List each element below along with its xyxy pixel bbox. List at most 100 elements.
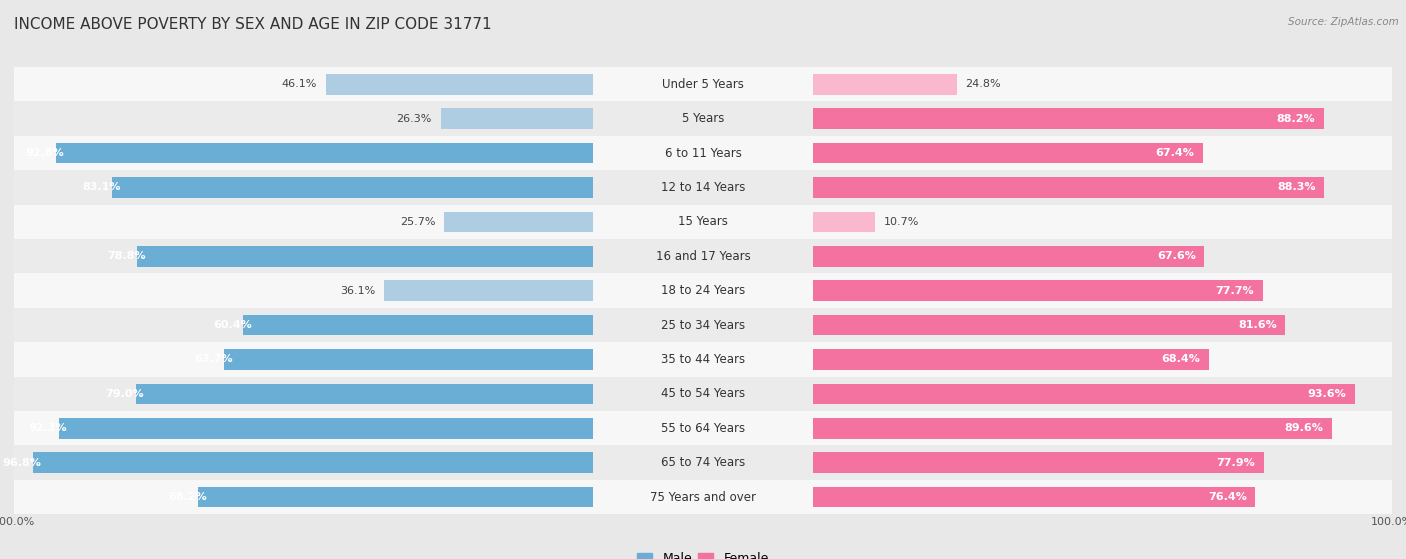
Text: Source: ZipAtlas.com: Source: ZipAtlas.com bbox=[1288, 17, 1399, 27]
Bar bbox=[32, 452, 593, 473]
Bar bbox=[14, 446, 593, 480]
Text: 24.8%: 24.8% bbox=[966, 79, 1001, 89]
Text: 60.4%: 60.4% bbox=[214, 320, 252, 330]
Bar bbox=[14, 377, 593, 411]
Bar bbox=[813, 377, 1392, 411]
Bar bbox=[593, 136, 813, 170]
Text: 25.7%: 25.7% bbox=[399, 217, 436, 227]
Text: 46.1%: 46.1% bbox=[283, 79, 318, 89]
Bar bbox=[813, 411, 1392, 446]
Bar bbox=[813, 67, 1392, 102]
Text: 93.6%: 93.6% bbox=[1308, 389, 1346, 399]
Text: 65 to 74 Years: 65 to 74 Years bbox=[661, 456, 745, 469]
Bar bbox=[593, 205, 813, 239]
Text: 67.6%: 67.6% bbox=[1157, 252, 1195, 261]
Bar bbox=[813, 487, 1256, 508]
Bar bbox=[593, 377, 813, 411]
Bar bbox=[813, 446, 1392, 480]
Bar bbox=[440, 108, 593, 129]
Bar bbox=[813, 136, 1392, 170]
Bar bbox=[56, 143, 593, 163]
Bar bbox=[813, 308, 1392, 342]
Bar bbox=[136, 246, 593, 267]
Bar bbox=[813, 74, 956, 94]
Text: 89.6%: 89.6% bbox=[1284, 423, 1323, 433]
Text: 68.4%: 68.4% bbox=[1161, 354, 1201, 364]
Bar bbox=[593, 102, 813, 136]
Bar bbox=[14, 273, 593, 308]
Bar bbox=[813, 108, 1323, 129]
Bar bbox=[14, 480, 593, 514]
Bar bbox=[444, 211, 593, 232]
Bar bbox=[813, 205, 1392, 239]
Bar bbox=[813, 418, 1331, 439]
Bar bbox=[593, 170, 813, 205]
Bar bbox=[224, 349, 593, 370]
Text: 77.9%: 77.9% bbox=[1216, 458, 1256, 468]
Bar bbox=[14, 239, 593, 273]
Bar bbox=[14, 205, 593, 239]
Bar bbox=[59, 418, 593, 439]
Bar bbox=[198, 487, 593, 508]
Text: 75 Years and over: 75 Years and over bbox=[650, 491, 756, 504]
Text: 88.2%: 88.2% bbox=[1277, 113, 1315, 124]
Bar bbox=[593, 446, 813, 480]
Text: 78.8%: 78.8% bbox=[107, 252, 145, 261]
Bar bbox=[813, 177, 1324, 198]
Text: 45 to 54 Years: 45 to 54 Years bbox=[661, 387, 745, 400]
Text: 77.7%: 77.7% bbox=[1216, 286, 1254, 296]
Bar bbox=[813, 211, 875, 232]
Bar bbox=[813, 342, 1392, 377]
Text: Under 5 Years: Under 5 Years bbox=[662, 78, 744, 91]
Bar bbox=[813, 273, 1392, 308]
Bar bbox=[14, 170, 593, 205]
Text: 88.3%: 88.3% bbox=[1277, 182, 1316, 192]
Text: 18 to 24 Years: 18 to 24 Years bbox=[661, 284, 745, 297]
Bar bbox=[813, 143, 1204, 163]
Bar bbox=[14, 308, 593, 342]
Bar bbox=[593, 411, 813, 446]
Bar bbox=[112, 177, 593, 198]
Bar bbox=[813, 383, 1355, 404]
Bar bbox=[384, 281, 593, 301]
Bar bbox=[813, 239, 1392, 273]
Bar bbox=[14, 342, 593, 377]
Bar bbox=[14, 102, 593, 136]
Text: INCOME ABOVE POVERTY BY SEX AND AGE IN ZIP CODE 31771: INCOME ABOVE POVERTY BY SEX AND AGE IN Z… bbox=[14, 17, 492, 32]
Bar bbox=[813, 246, 1205, 267]
Bar bbox=[813, 349, 1209, 370]
Text: 16 and 17 Years: 16 and 17 Years bbox=[655, 250, 751, 263]
Bar bbox=[593, 273, 813, 308]
Text: 35 to 44 Years: 35 to 44 Years bbox=[661, 353, 745, 366]
Text: 83.1%: 83.1% bbox=[82, 182, 121, 192]
Bar bbox=[593, 480, 813, 514]
Text: 25 to 34 Years: 25 to 34 Years bbox=[661, 319, 745, 331]
Text: 15 Years: 15 Years bbox=[678, 215, 728, 229]
Text: 79.0%: 79.0% bbox=[105, 389, 145, 399]
Legend: Male, Female: Male, Female bbox=[633, 547, 773, 559]
Bar bbox=[813, 315, 1285, 335]
Bar bbox=[14, 136, 593, 170]
Bar bbox=[135, 383, 593, 404]
Text: 68.2%: 68.2% bbox=[169, 492, 207, 502]
Bar bbox=[813, 281, 1263, 301]
Bar bbox=[813, 170, 1392, 205]
Text: 12 to 14 Years: 12 to 14 Years bbox=[661, 181, 745, 194]
Text: 55 to 64 Years: 55 to 64 Years bbox=[661, 422, 745, 435]
Bar bbox=[813, 102, 1392, 136]
Text: 96.8%: 96.8% bbox=[3, 458, 41, 468]
Bar bbox=[593, 308, 813, 342]
Text: 10.7%: 10.7% bbox=[884, 217, 920, 227]
Text: 92.8%: 92.8% bbox=[25, 148, 65, 158]
Bar bbox=[813, 452, 1264, 473]
Bar bbox=[326, 74, 593, 94]
Bar bbox=[14, 67, 593, 102]
Text: 76.4%: 76.4% bbox=[1208, 492, 1247, 502]
Text: 5 Years: 5 Years bbox=[682, 112, 724, 125]
Bar bbox=[593, 239, 813, 273]
Text: 63.7%: 63.7% bbox=[194, 354, 233, 364]
Text: 36.1%: 36.1% bbox=[340, 286, 375, 296]
Text: 67.4%: 67.4% bbox=[1156, 148, 1195, 158]
Bar bbox=[593, 342, 813, 377]
Text: 81.6%: 81.6% bbox=[1239, 320, 1277, 330]
